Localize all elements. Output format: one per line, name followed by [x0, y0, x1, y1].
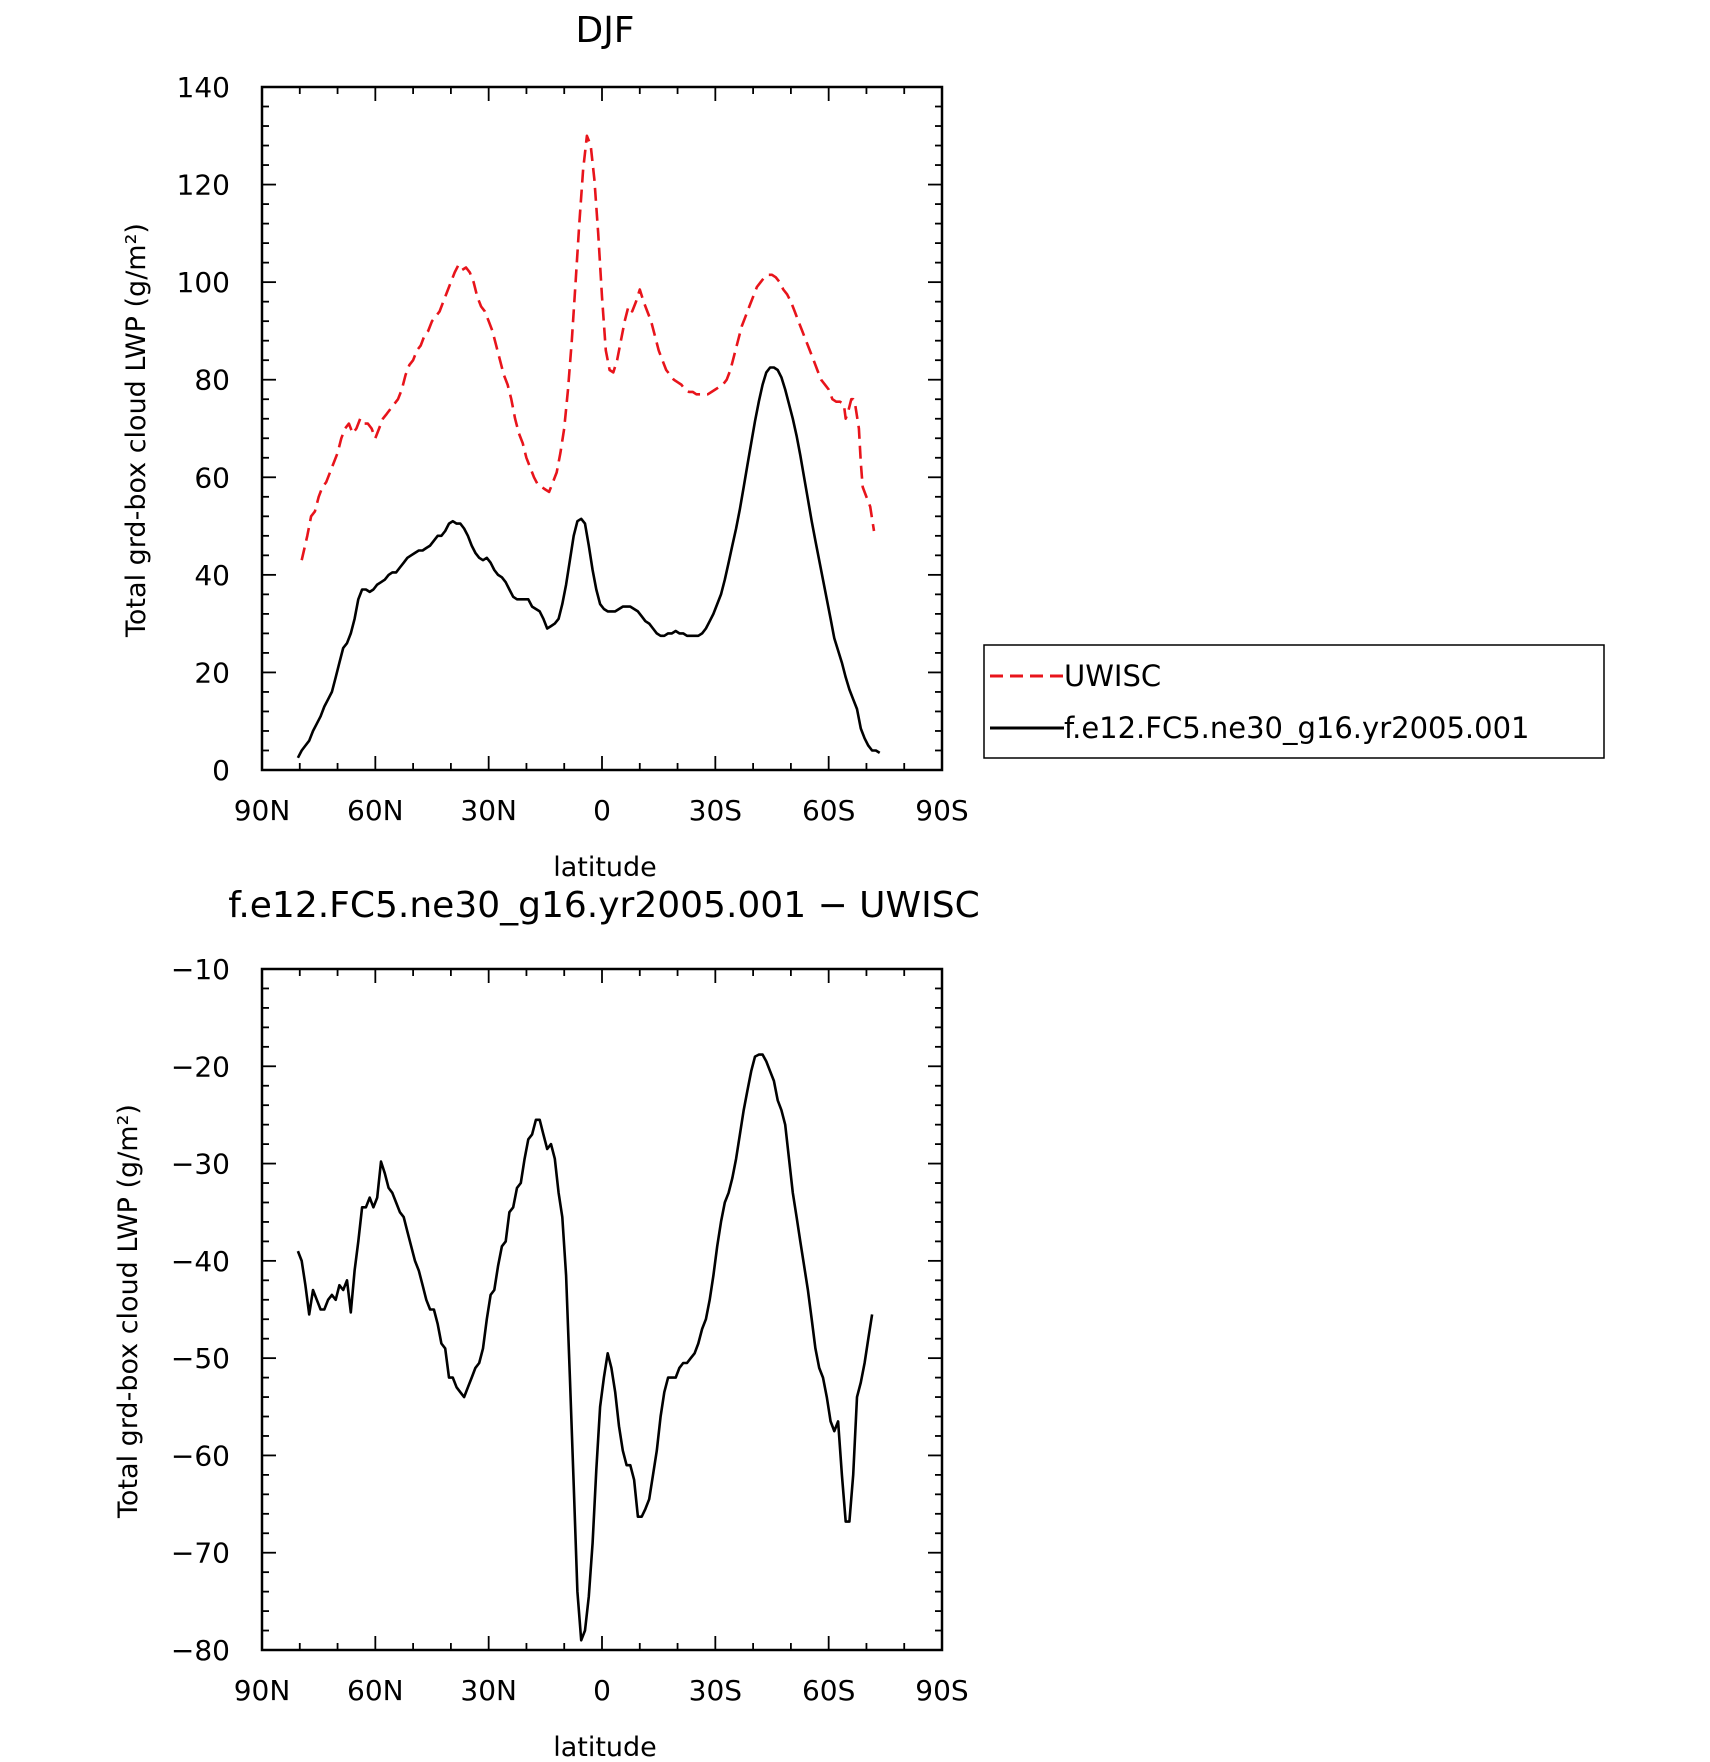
y-tick-label: −30	[171, 1148, 230, 1181]
x-tick-label: 30N	[460, 794, 517, 827]
y-tick-label: −20	[171, 1050, 230, 1083]
x-tick-label: 90S	[915, 794, 968, 827]
plot-frame	[260, 85, 944, 772]
legend: UWISC f.e12.FC5.ne30_g16.yr2005.001	[983, 644, 1605, 759]
y-tick-label: −70	[171, 1537, 230, 1570]
x-tick-label: 90N	[234, 1674, 291, 1707]
legend-box	[983, 644, 1605, 759]
axis-ticks	[261, 968, 943, 1651]
y-tick-label: −40	[171, 1245, 230, 1278]
y-tick-label: −10	[171, 953, 230, 986]
legend-label-uwisc: UWISC	[1064, 659, 1161, 693]
x-tick-label: 30S	[689, 794, 742, 827]
x-tick-label: 60S	[802, 1674, 855, 1707]
y-tick-label: 60	[194, 461, 230, 494]
series-lines	[296, 1053, 874, 1642]
y-tick-label: 140	[177, 71, 230, 104]
tick-labels: 90N 60N 30N 0 30S 60S 90S −80 −70 −60 −50 −40 −30 −20…	[171, 953, 969, 1707]
y-tick-label: 40	[194, 559, 230, 592]
panel-top: DJF Total grd-box cloud LWP (g/m²) latit…	[121, 10, 969, 883]
y-tick-label: −50	[171, 1342, 230, 1375]
tick-labels: 90N 60N 30N 0 30S 60S 90S 0 20 40 60 80 100 120 140	[177, 71, 969, 827]
chart-title: DJF	[575, 10, 634, 51]
x-tick-label: 90N	[234, 794, 291, 827]
y-tick-label: 100	[177, 266, 230, 299]
x-tick-label: 0	[593, 794, 611, 827]
axis-ticks	[261, 86, 943, 771]
x-tick-label: 30S	[689, 1674, 742, 1707]
x-tick-label: 60N	[347, 1674, 404, 1707]
y-tick-label: 80	[194, 364, 230, 397]
plot-frame	[260, 967, 944, 1652]
legend-label-model: f.e12.FC5.ne30_g16.yr2005.001	[1064, 711, 1530, 745]
y-axis-title: Total grd-box cloud LWP (g/m²)	[121, 223, 152, 638]
x-tick-label: 60N	[347, 794, 404, 827]
chart-title: f.e12.FC5.ne30_g16.yr2005.001 − UWISC	[228, 885, 979, 926]
x-tick-label: 30N	[460, 1674, 517, 1707]
x-axis-title: latitude	[553, 1732, 657, 1762]
x-tick-label: 0	[593, 1674, 611, 1707]
x-tick-label: 90S	[915, 1674, 968, 1707]
x-tick-label: 60S	[802, 794, 855, 827]
series-line-difference-0	[296, 1053, 874, 1642]
x-axis-title: latitude	[553, 852, 657, 883]
y-tick-label: 0	[212, 754, 230, 787]
y-tick-label: 120	[177, 169, 230, 202]
y-tick-label: −60	[171, 1439, 230, 1472]
series-lines	[296, 134, 881, 759]
series-line-f-e12-fc5-ne30-g16-yr2005-001	[296, 366, 881, 759]
y-tick-label: 20	[194, 656, 230, 689]
series-line-uwisc	[300, 134, 876, 561]
y-axis-title: Total grd-box cloud LWP (g/m²)	[113, 1104, 144, 1519]
panel-bottom: f.e12.FC5.ne30_g16.yr2005.001 − UWISC To…	[113, 885, 980, 1762]
y-tick-label: −80	[171, 1634, 230, 1667]
